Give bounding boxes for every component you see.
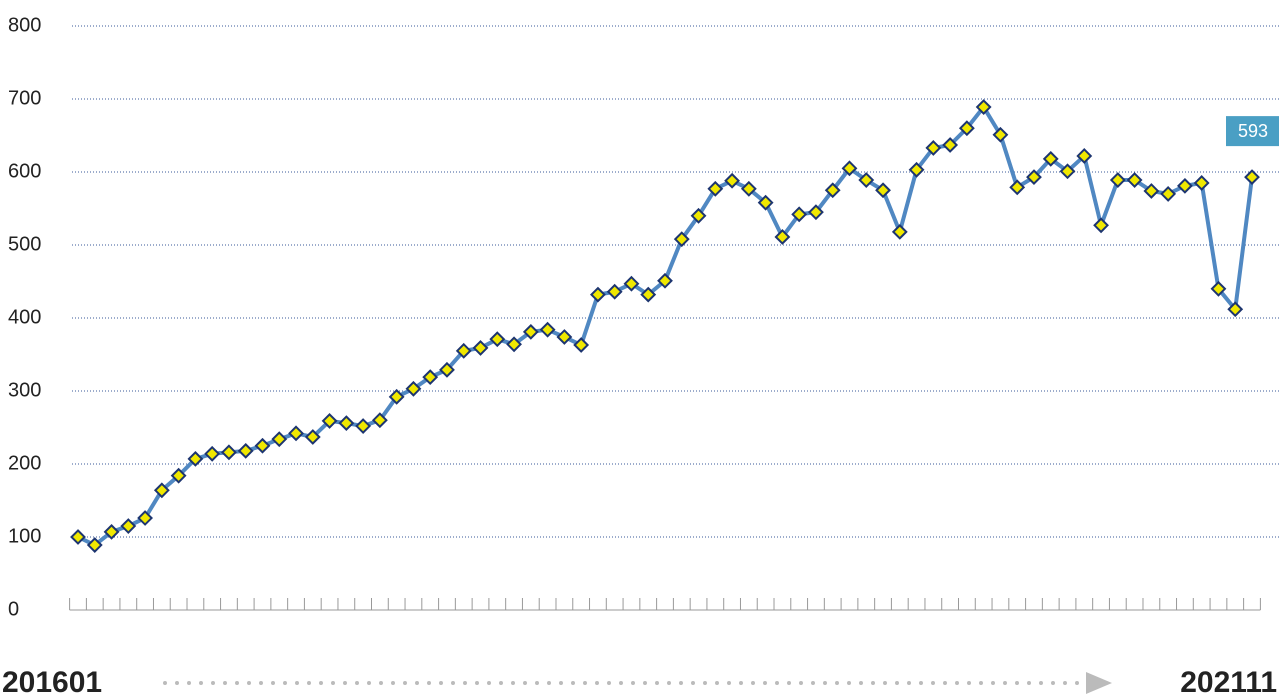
marker	[673, 231, 690, 248]
marker	[958, 120, 975, 137]
marker	[908, 161, 925, 178]
marker	[221, 444, 237, 461]
y-tick-label: 200	[8, 452, 41, 474]
marker	[606, 283, 623, 300]
marker	[1177, 177, 1193, 194]
marker	[204, 445, 221, 462]
marker	[1109, 172, 1126, 188]
marker	[489, 331, 506, 348]
marker	[824, 182, 841, 199]
marker	[539, 321, 556, 338]
marker	[70, 529, 86, 545]
marker	[388, 388, 405, 405]
marker	[422, 369, 439, 386]
marker	[640, 286, 657, 303]
marker	[1026, 169, 1042, 186]
x-tick-label: 201601	[2, 666, 102, 699]
marker	[590, 286, 606, 303]
marker	[841, 160, 858, 177]
marker	[405, 380, 422, 397]
y-tick-label: 500	[8, 233, 41, 255]
marker	[338, 415, 355, 432]
marker	[1042, 150, 1059, 167]
marker	[506, 336, 522, 353]
y-tick-label: 600	[8, 160, 41, 182]
marker	[925, 139, 942, 156]
marker	[707, 180, 724, 197]
marker	[942, 137, 959, 153]
marker	[187, 450, 204, 467]
y-tick-label: 0	[8, 598, 19, 620]
marker	[1009, 179, 1026, 196]
y-tick-label: 300	[8, 379, 41, 401]
marker	[1210, 280, 1227, 297]
marker	[1143, 183, 1160, 199]
marker	[556, 329, 573, 345]
marker	[288, 425, 304, 442]
marker	[271, 431, 288, 448]
marker	[321, 413, 338, 429]
marker	[1193, 175, 1210, 191]
marker	[573, 337, 590, 353]
marker	[120, 518, 137, 534]
marker	[455, 342, 472, 359]
value-label-box	[1226, 116, 1279, 147]
marker	[1227, 301, 1244, 318]
marker	[371, 412, 388, 429]
marker	[875, 182, 891, 199]
value-label: 593	[1238, 121, 1268, 141]
marker	[657, 272, 673, 289]
marker	[170, 467, 187, 484]
marker	[1244, 169, 1260, 186]
marker	[137, 510, 153, 526]
marker	[103, 523, 120, 540]
y-tick-label: 400	[8, 306, 41, 328]
time-arrow	[163, 672, 1112, 694]
y-tick-label: 700	[8, 87, 41, 109]
marker	[1093, 217, 1109, 234]
marker	[355, 418, 372, 434]
marker	[254, 437, 271, 454]
marker	[975, 99, 992, 115]
marker	[1059, 163, 1076, 180]
marker	[86, 537, 103, 553]
y-tick-label: 800	[8, 14, 41, 36]
marker	[439, 361, 455, 378]
x-tick-label: 202111	[1180, 666, 1277, 699]
marker	[1126, 172, 1143, 188]
y-tick-label: 100	[8, 525, 41, 547]
line	[77, 105, 1254, 548]
marker	[724, 172, 740, 189]
marker	[153, 482, 170, 499]
marker	[690, 207, 707, 224]
marker	[858, 172, 875, 188]
marker	[740, 180, 757, 197]
marker	[237, 442, 254, 459]
marker	[757, 194, 774, 211]
marker	[522, 323, 539, 340]
marker	[304, 429, 321, 445]
marker	[1076, 148, 1093, 164]
marker	[1160, 185, 1177, 202]
marker	[891, 223, 908, 240]
marker	[992, 126, 1009, 143]
marker	[623, 275, 640, 292]
marker	[808, 204, 824, 221]
marker	[791, 206, 808, 223]
marker	[774, 229, 791, 245]
marker	[472, 340, 489, 356]
